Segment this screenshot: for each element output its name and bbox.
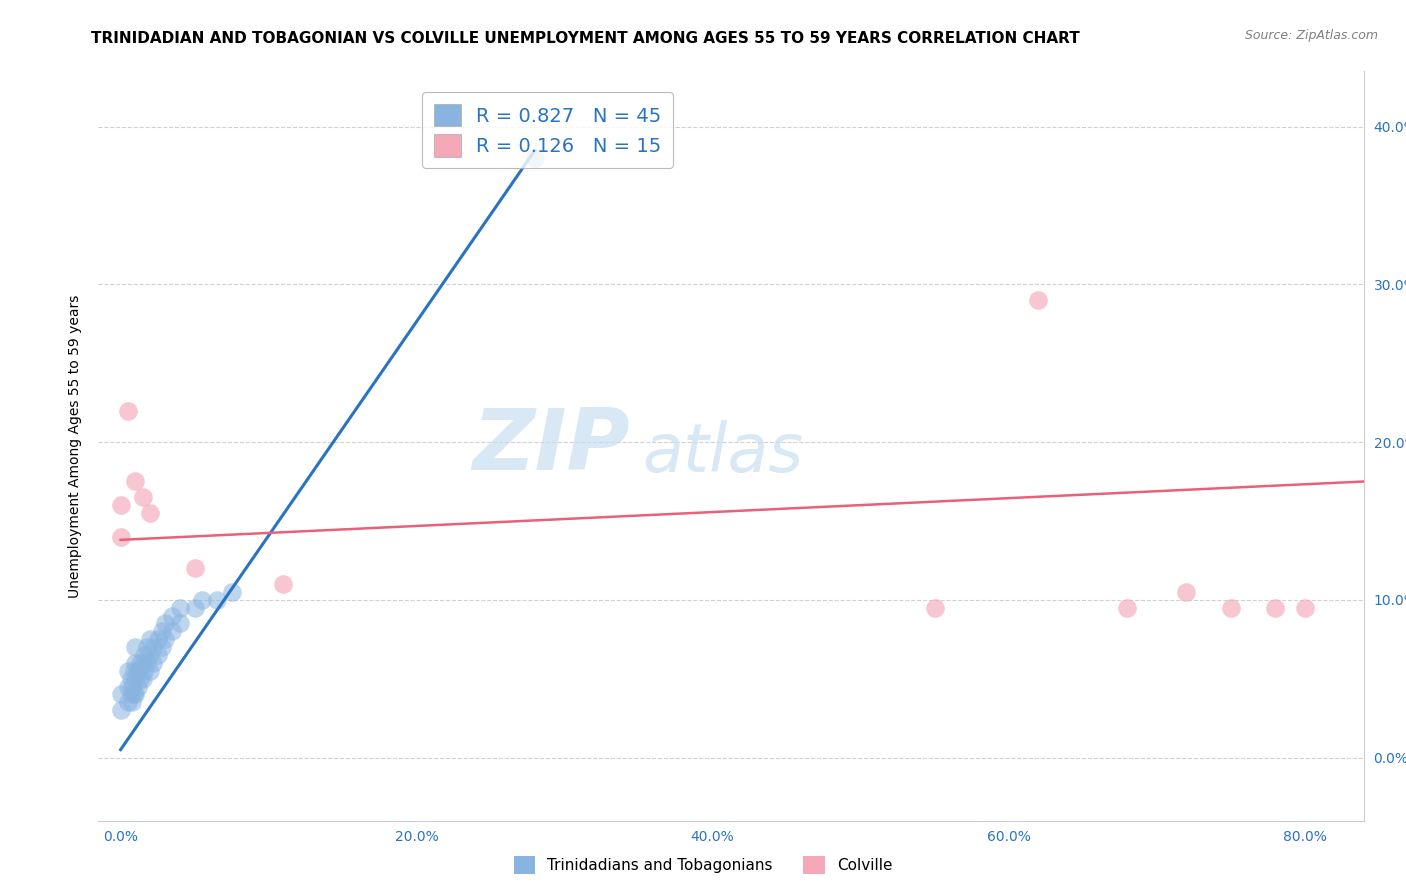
- Point: [127, 680, 149, 694]
- Legend: R = 0.827   N = 45, R = 0.126   N = 15: R = 0.827 N = 45, R = 0.126 N = 15: [422, 92, 673, 169]
- Point: [1116, 600, 1139, 615]
- Point: [132, 490, 155, 504]
- Point: [127, 664, 149, 678]
- Point: [139, 648, 162, 662]
- Point: [110, 703, 132, 717]
- Point: [221, 585, 243, 599]
- Point: [142, 656, 165, 670]
- Point: [121, 680, 143, 694]
- Text: atlas: atlas: [643, 420, 804, 486]
- Point: [205, 592, 228, 607]
- Y-axis label: Unemployment Among Ages 55 to 59 years: Unemployment Among Ages 55 to 59 years: [67, 294, 82, 598]
- Point: [134, 648, 156, 662]
- Point: [524, 151, 547, 165]
- Point: [169, 616, 191, 631]
- Point: [139, 506, 162, 520]
- Point: [139, 664, 162, 678]
- Point: [124, 475, 146, 489]
- Point: [124, 688, 146, 702]
- Point: [146, 648, 169, 662]
- Point: [146, 632, 169, 647]
- Point: [110, 530, 132, 544]
- Point: [121, 695, 143, 709]
- Point: [128, 656, 150, 670]
- Point: [134, 664, 156, 678]
- Point: [128, 672, 150, 686]
- Point: [136, 656, 159, 670]
- Point: [132, 672, 155, 686]
- Point: [142, 640, 165, 654]
- Point: [191, 592, 214, 607]
- Point: [924, 600, 946, 615]
- Point: [139, 632, 162, 647]
- Point: [1026, 293, 1049, 307]
- Point: [110, 498, 132, 512]
- Point: [117, 403, 139, 417]
- Point: [117, 664, 139, 678]
- Point: [150, 640, 173, 654]
- Point: [132, 656, 155, 670]
- Point: [122, 688, 145, 702]
- Point: [122, 664, 145, 678]
- Point: [1219, 600, 1241, 615]
- Text: TRINIDADIAN AND TOBAGONIAN VS COLVILLE UNEMPLOYMENT AMONG AGES 55 TO 59 YEARS CO: TRINIDADIAN AND TOBAGONIAN VS COLVILLE U…: [91, 31, 1080, 46]
- Point: [153, 632, 176, 647]
- Point: [117, 695, 139, 709]
- Point: [183, 561, 205, 575]
- Point: [162, 608, 184, 623]
- Point: [1294, 600, 1316, 615]
- Point: [1175, 585, 1198, 599]
- Point: [120, 672, 142, 686]
- Point: [124, 640, 146, 654]
- Text: Source: ZipAtlas.com: Source: ZipAtlas.com: [1244, 29, 1378, 42]
- Point: [150, 624, 173, 639]
- Point: [1264, 600, 1286, 615]
- Point: [153, 616, 176, 631]
- Point: [136, 640, 159, 654]
- Point: [117, 680, 139, 694]
- Point: [162, 624, 184, 639]
- Point: [120, 688, 142, 702]
- Legend: Trinidadians and Tobagonians, Colville: Trinidadians and Tobagonians, Colville: [508, 850, 898, 880]
- Point: [169, 600, 191, 615]
- Point: [183, 600, 205, 615]
- Text: ZIP: ZIP: [472, 404, 630, 488]
- Point: [124, 656, 146, 670]
- Point: [273, 577, 295, 591]
- Point: [124, 672, 146, 686]
- Point: [110, 688, 132, 702]
